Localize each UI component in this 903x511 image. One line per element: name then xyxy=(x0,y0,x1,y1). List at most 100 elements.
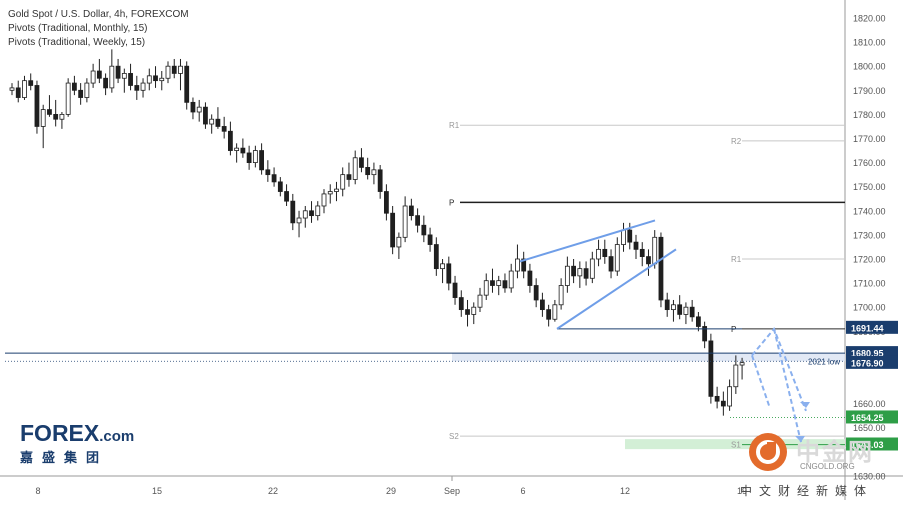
candle-body xyxy=(677,304,683,315)
candle-body xyxy=(103,77,108,89)
candle-body xyxy=(508,270,514,289)
candle-body xyxy=(458,297,464,311)
legend-weekly-pivots[interactable]: Pivots (Traditional, Weekly, 15) xyxy=(8,37,146,48)
forex-logo-wordmark: FOREX.com xyxy=(20,420,135,446)
candle-body xyxy=(153,75,158,82)
candle-body xyxy=(84,82,90,98)
candle-body xyxy=(608,256,614,272)
candle-body xyxy=(558,285,564,306)
candle-body xyxy=(377,169,383,192)
candle-body xyxy=(178,65,183,74)
candle-body xyxy=(577,268,583,277)
time-tick-label: Sep xyxy=(444,486,460,496)
candle-body xyxy=(696,316,701,327)
time-tick-label: 6 xyxy=(520,486,525,496)
candle-body xyxy=(352,157,358,180)
candle-body xyxy=(296,217,302,224)
candle-body xyxy=(671,304,676,311)
price-label: 1676.90 xyxy=(851,358,884,368)
wedge-upper-trendline xyxy=(519,219,656,263)
candle-body xyxy=(290,200,296,224)
candle-body xyxy=(433,244,439,270)
candle-body xyxy=(727,386,732,407)
candle-body xyxy=(215,118,221,127)
candle-body xyxy=(564,265,570,286)
candle-body xyxy=(589,258,595,279)
candle-body xyxy=(284,191,289,202)
cngold-logo-icon xyxy=(749,433,787,471)
wedge-lower-trendline xyxy=(556,248,677,330)
candle-body xyxy=(134,85,140,91)
candle-body xyxy=(689,306,695,318)
candle-body xyxy=(390,212,396,248)
candle-body xyxy=(490,280,495,286)
candle-body xyxy=(683,306,689,315)
candle-body xyxy=(190,101,196,113)
price-tick-label: 1780.00 xyxy=(853,110,886,120)
candle-body xyxy=(371,169,377,176)
monthly-pivot-label: P xyxy=(449,198,454,207)
candle-body xyxy=(271,174,277,183)
monthly-pivot-label: R1 xyxy=(449,121,460,130)
candle-body xyxy=(15,87,21,98)
price-tick-label: 1720.00 xyxy=(853,255,886,265)
price-tick-label: 1770.00 xyxy=(853,134,886,144)
candle-body xyxy=(28,80,34,86)
legend-monthly-pivots[interactable]: Pivots (Traditional, Monthly, 15) xyxy=(8,23,148,34)
candle-body xyxy=(65,82,71,115)
candle-body xyxy=(639,248,645,257)
legend-symbol[interactable]: Gold Spot / U.S. Dollar, 4h, FOREXCOM xyxy=(8,9,189,20)
price-tick-label: 1800.00 xyxy=(853,62,886,72)
candle-body xyxy=(396,236,402,248)
candle-body xyxy=(227,130,233,151)
time-tick-label: 29 xyxy=(386,486,396,496)
candle-body xyxy=(302,210,308,219)
candle-body xyxy=(733,364,739,388)
price-label: 1680.95 xyxy=(851,349,884,359)
annotation-2021-low: 2021 low xyxy=(808,358,840,367)
price-label: 1691.44 xyxy=(851,323,884,333)
candle-body xyxy=(184,65,190,103)
candle-body xyxy=(115,65,121,79)
candle-body xyxy=(720,400,726,407)
price-tick-label: 1730.00 xyxy=(853,230,886,240)
candle-body xyxy=(47,109,52,115)
candle-body xyxy=(402,205,408,238)
candle-body xyxy=(739,362,745,366)
candle-body xyxy=(321,193,327,207)
candle-body xyxy=(533,285,539,301)
candle-body xyxy=(259,150,265,171)
candle-body xyxy=(415,215,421,226)
candle-body xyxy=(121,73,127,79)
time-tick-label: 19 xyxy=(737,486,747,496)
candle-body xyxy=(109,65,115,89)
forex-logo-chinese: 嘉盛集团 xyxy=(20,450,109,465)
candle-body xyxy=(309,210,314,217)
time-tick-label: 8 xyxy=(35,486,40,496)
monthly-pivot-label: S2 xyxy=(449,432,459,441)
candle-body xyxy=(277,181,283,192)
candle-body xyxy=(571,265,576,277)
candle-body xyxy=(440,263,445,270)
candle-body xyxy=(22,80,27,98)
candle-body xyxy=(40,109,46,127)
candle-body xyxy=(502,280,508,289)
price-tick-label: 1790.00 xyxy=(853,86,886,96)
time-tick-label: 15 xyxy=(152,486,162,496)
candle-body xyxy=(408,205,414,217)
candle-body xyxy=(708,340,714,397)
cngold-watermark-text: 中金网 xyxy=(796,439,874,466)
candle-body xyxy=(515,258,520,272)
projection-path-3 xyxy=(751,355,771,409)
candle-body xyxy=(446,263,452,284)
candle-body xyxy=(72,82,77,91)
projection-path-2 xyxy=(773,328,802,443)
candle-body xyxy=(78,89,84,98)
candle-body xyxy=(664,299,670,311)
time-tick-label: 12 xyxy=(620,486,630,496)
candle-body xyxy=(483,280,489,296)
candle-body xyxy=(465,309,470,315)
